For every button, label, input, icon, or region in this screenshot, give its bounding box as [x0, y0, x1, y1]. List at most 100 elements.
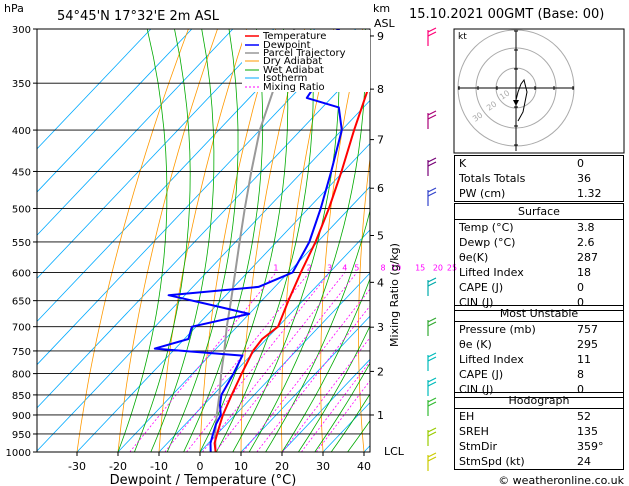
mixing-ratio-label: 2 — [307, 264, 312, 273]
mixing-ratio-line — [256, 305, 370, 452]
hodograph-trace — [515, 78, 528, 122]
hodograph-ticks — [458, 30, 574, 146]
dry-adiabat-line — [320, 29, 364, 452]
surface-label: θe(K) — [459, 251, 489, 264]
series-temperature — [213, 80, 370, 452]
mixing-ratio-label: 25 — [447, 264, 457, 273]
wind-barb-flag — [427, 452, 437, 458]
index-row: Totals Totals 36 — [455, 171, 623, 186]
mu-value: 8 — [577, 368, 584, 381]
hodograph-frame — [453, 28, 625, 154]
surface-value: 0 — [577, 281, 584, 294]
temperature-tick-label: 20 — [275, 460, 289, 473]
mu-label: Lifted Index — [459, 353, 524, 366]
wet-adiabat-line — [314, 362, 370, 452]
series-parcel-trajectory — [214, 29, 296, 452]
hodograph-table-title: Hodograph — [455, 393, 623, 409]
dry-adiabat-line — [358, 155, 370, 452]
surface-value: 3.8 — [577, 221, 595, 234]
km-unit-label: km — [373, 2, 390, 15]
mu-label: θe (K) — [459, 338, 492, 351]
mu-value: 0 — [577, 383, 584, 396]
mixing-ratio-line — [315, 380, 370, 452]
pressure-tick-label: 650 — [12, 297, 31, 308]
hodo-value: 52 — [577, 410, 591, 423]
wind-barb-flag — [427, 191, 437, 197]
surface-title: Surface — [455, 204, 623, 220]
mu-row: CAPE (J) 8 — [455, 367, 623, 382]
legend-label-dry-adiabat: Dry Adiabat — [263, 56, 322, 67]
wet-adiabat-line — [330, 393, 370, 452]
hodo-label: SREH — [459, 425, 489, 438]
mu-row: θe (K) 295 — [455, 337, 623, 352]
mu-label: Pressure (mb) — [459, 323, 536, 336]
isotherm-line — [281, 358, 370, 452]
wet-adiabat-line — [298, 325, 370, 452]
dry-adiabat-line — [431, 29, 450, 452]
pressure-tick-label: 500 — [12, 204, 31, 215]
index-value: 1.32 — [577, 187, 602, 200]
most-unstable-table: Most Unstable Pressure (mb) 757 θe (K) 295… — [454, 305, 624, 398]
pressure-tick-label: 750 — [12, 347, 31, 358]
hodo-value: 135 — [577, 425, 598, 438]
surface-table: Surface Temp (°C) 3.8 Dewp (°C) 2.6 θe(K) 2… — [454, 203, 624, 311]
isotherm-line — [37, 29, 234, 236]
surface-value: 0 — [577, 296, 584, 309]
wind-barb-flag — [427, 27, 437, 33]
temperature-tick-label: -30 — [68, 460, 86, 473]
surface-row: CAPE (J) 0 — [455, 280, 623, 295]
temperature-tick-label: 10 — [234, 460, 248, 473]
pressure-tick-label: 450 — [12, 167, 31, 178]
pressure-tick-label: 1000 — [6, 448, 31, 459]
mu-label: CAPE (J) — [459, 368, 504, 381]
dry-adiabat-line — [117, 29, 218, 452]
isotherm-line — [76, 142, 370, 452]
mixing-ratio-label: 4 — [342, 264, 347, 273]
wind-barb-flag — [427, 352, 437, 358]
km-tick-label: 8 — [377, 83, 384, 96]
hodo-label: StmDir — [459, 440, 498, 453]
asl-unit-label: ASL — [374, 17, 396, 30]
hodo-row: SREH 135 — [455, 424, 623, 439]
mixing-ratio-label: 15 — [415, 264, 425, 273]
wind-barb-flag — [427, 281, 437, 287]
series-dewpoint — [153, 29, 343, 452]
surface-value: 18 — [577, 266, 591, 279]
temperature-tick-label: -10 — [150, 460, 168, 473]
isotherm-line — [37, 29, 275, 279]
pressure-tick-label: 350 — [12, 79, 31, 90]
hodograph: kt 10 20 30 — [453, 28, 625, 154]
wind-barb-flag — [427, 114, 437, 120]
x-axis-title: Dewpoint / Temperature (°C) — [110, 473, 297, 486]
wind-barb-flag — [427, 401, 437, 407]
credit-text: © weatheronline.co.uk — [498, 474, 624, 486]
mixing-ratio-line — [214, 272, 358, 452]
isotherm-line — [37, 56, 370, 409]
hodo-value: 24 — [577, 455, 591, 468]
hodograph-unit-label: kt — [458, 32, 467, 42]
dry-adiabat-line — [76, 29, 189, 452]
km-tick-label: 3 — [377, 321, 384, 334]
temperature-tick-label: 40 — [357, 460, 371, 473]
pressure-tick-label: 850 — [12, 391, 31, 402]
km-tick-label: 6 — [377, 182, 384, 195]
wet-adiabat-line — [134, 29, 191, 452]
temperature-tick-label: 30 — [316, 460, 330, 473]
temperature-tick-label: 0 — [197, 460, 204, 473]
mu-value: 757 — [577, 323, 598, 336]
mixing-ratio-label: 10 — [391, 264, 401, 273]
mixing-ratio-label: 1 — [273, 264, 278, 273]
isotherm-line — [37, 29, 193, 193]
dry-adiabat-line — [624, 29, 629, 452]
mixing-ratio-axis-title: Mixing Ratio (g/kg) — [388, 243, 401, 347]
hodo-row: StmDir 359° — [455, 439, 623, 454]
pressure-tick-label: 600 — [12, 269, 31, 280]
pressure-tick-label: 550 — [12, 238, 31, 249]
index-label: K — [459, 157, 467, 170]
km-tick-label: 2 — [377, 365, 384, 378]
index-value: 0 — [577, 157, 584, 170]
wind-barb-flag — [427, 456, 437, 462]
wind-barb-flag — [427, 381, 437, 387]
